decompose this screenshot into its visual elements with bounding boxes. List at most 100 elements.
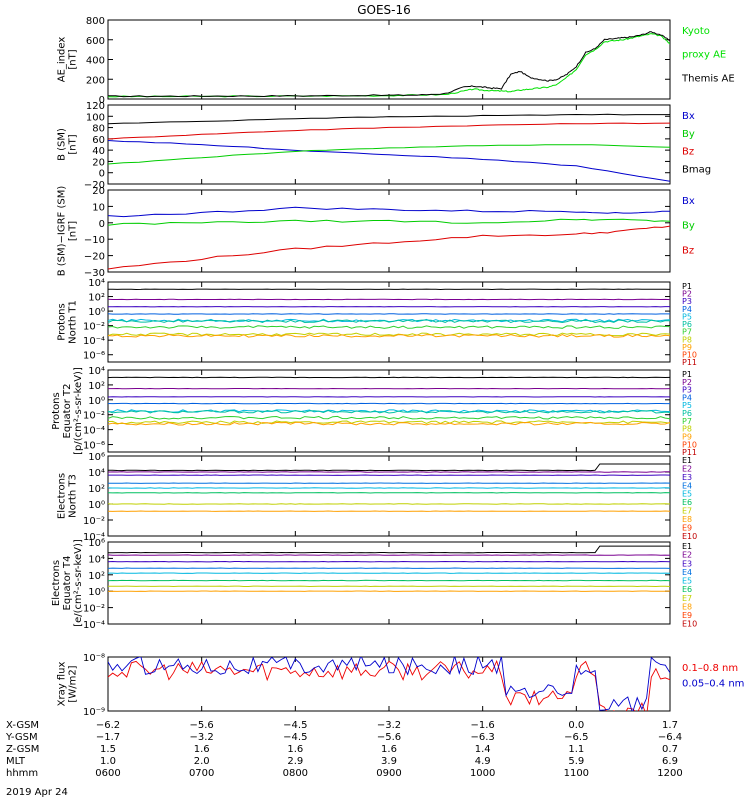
- legend-entry: P8: [682, 335, 692, 344]
- x-axis-value: 1.1: [568, 744, 584, 755]
- series-line: [108, 659, 670, 711]
- legend: Bx By Bz: [682, 196, 695, 256]
- x-axis-value: 1200: [657, 768, 682, 779]
- y-tick-label: 10⁴: [88, 366, 105, 377]
- legend: 0.1–0.8 nm 0.05–0.4 nm: [682, 663, 744, 689]
- legend-entry: P11: [682, 358, 697, 367]
- series-group: [108, 288, 670, 338]
- y-tick-label: 10⁻²: [83, 322, 105, 333]
- legend-entry: P10: [682, 440, 697, 449]
- legend: Kyoto proxy AE Themis AE: [681, 26, 735, 84]
- y-tick-label: 10⁻⁸: [83, 653, 105, 664]
- x-axis-row-label: hhmm: [6, 768, 38, 779]
- y-tick-label: 10⁻⁹: [83, 707, 105, 718]
- y-tick-label: 600: [86, 36, 105, 47]
- y-tick-label: 0: [99, 95, 105, 106]
- legend-entry: E7: [682, 594, 692, 603]
- legend-entry: P2: [682, 378, 692, 387]
- panel-frame: [107, 189, 671, 273]
- legend-entry: P9: [682, 432, 692, 441]
- y-tick-label: 20: [92, 157, 105, 168]
- series-line: [108, 332, 670, 337]
- y-axis-label: ProtonsNorth T1: [57, 300, 79, 344]
- y-tick-label: 400: [86, 56, 105, 67]
- y-axis-label: ProtonsEquator T2[p/(cm²-s-sr-keV)]: [51, 367, 84, 455]
- y-tick-label: 100: [86, 112, 105, 123]
- legend: Bx By Bz Bmag: [682, 111, 711, 175]
- date-label: 2019 Apr 24: [6, 787, 68, 798]
- legend-entry: 0.05–0.4 nm: [682, 678, 744, 689]
- legend-entry: Themis AE: [681, 73, 735, 84]
- legend-entry: P1: [682, 282, 692, 291]
- legend-entry: E8: [682, 602, 692, 611]
- legend-entry: Bx: [682, 196, 695, 207]
- series-line: [108, 409, 670, 414]
- legend-entry: Bmag: [682, 164, 711, 175]
- legend-entry: E5: [682, 490, 692, 499]
- plot-title: GOES-16: [357, 3, 411, 17]
- y-tick-label: 20: [92, 186, 105, 197]
- y-tick-label: 0: [99, 169, 105, 180]
- legend-entry: Bz: [682, 245, 694, 256]
- legend-entry: P3: [682, 386, 692, 395]
- x-axis-value: −1.6: [471, 720, 495, 731]
- x-axis-value: 1.6: [194, 744, 210, 755]
- legend-entry: E4: [682, 481, 692, 490]
- legend-entry: By: [682, 129, 695, 140]
- x-axis-value: −3.2: [190, 732, 214, 743]
- y-tick-label: 10⁻⁶: [83, 351, 105, 362]
- x-axis-value: −1.7: [96, 732, 120, 743]
- series-group: [108, 376, 670, 426]
- panel-frame: [107, 541, 671, 625]
- legend-entry: E1: [682, 456, 692, 465]
- series-line: [108, 122, 670, 140]
- legend-entry: Bz: [682, 147, 694, 158]
- y-tick-label: −20: [84, 252, 105, 263]
- series-group: [108, 31, 670, 98]
- y-tick-label: 800: [86, 16, 105, 27]
- panel-4: 10⁴ 10² 10⁰ 10⁻² 10⁻⁴ 10⁻⁶ ProtonsNorth T1 P1P2…: [57, 278, 698, 367]
- panel-frame: [107, 656, 671, 712]
- x-axis-row-label: Z-GSM: [6, 744, 39, 755]
- y-tick-label: 10⁻⁴: [83, 620, 105, 631]
- series-line: [108, 545, 670, 554]
- x-axis-row-label: X-GSM: [6, 720, 39, 731]
- y-tick-label: 10²: [88, 293, 105, 304]
- legend-entry: proxy AE: [682, 50, 726, 61]
- legend-entry: P1: [682, 370, 692, 379]
- series-line: [108, 657, 670, 711]
- series-line: [108, 415, 670, 420]
- y-tick-label: 10²: [88, 571, 105, 582]
- y-axis-label: AE_index[nT]: [57, 37, 79, 83]
- series-line: [108, 325, 670, 329]
- y-tick-label: 80: [92, 124, 105, 135]
- panel-1: 0 200 400 600 800 AE_index[nT] Kyoto proxy AE Th…: [57, 16, 735, 106]
- y-tick-label: 10²: [88, 381, 105, 392]
- x-axis-value: 0700: [189, 768, 214, 779]
- x-axis-value: 1.7: [662, 720, 678, 731]
- legend-entry: P9: [682, 343, 692, 352]
- legend-entry: P7: [682, 328, 692, 337]
- legend-entry: P6: [682, 320, 692, 329]
- series-line: [108, 33, 670, 98]
- x-axis-value: −5.6: [190, 720, 214, 731]
- y-tick-label: 10⁴: [88, 278, 105, 289]
- x-axis-value: 5.9: [568, 756, 584, 767]
- x-axis-value: −6.4: [658, 732, 682, 743]
- series-line: [108, 218, 670, 226]
- legend-entry: E9: [682, 523, 692, 532]
- y-tick-label: 10⁰: [88, 500, 105, 511]
- x-axis-value: 1.0: [100, 756, 116, 767]
- y-tick-label: 40: [92, 146, 105, 157]
- y-tick-label: 10⁰: [88, 587, 105, 598]
- legend-entry: P7: [682, 417, 692, 426]
- legend-entry: E7: [682, 507, 692, 516]
- series-line: [108, 463, 670, 472]
- y-tick-label: 10⁻⁶: [83, 441, 105, 452]
